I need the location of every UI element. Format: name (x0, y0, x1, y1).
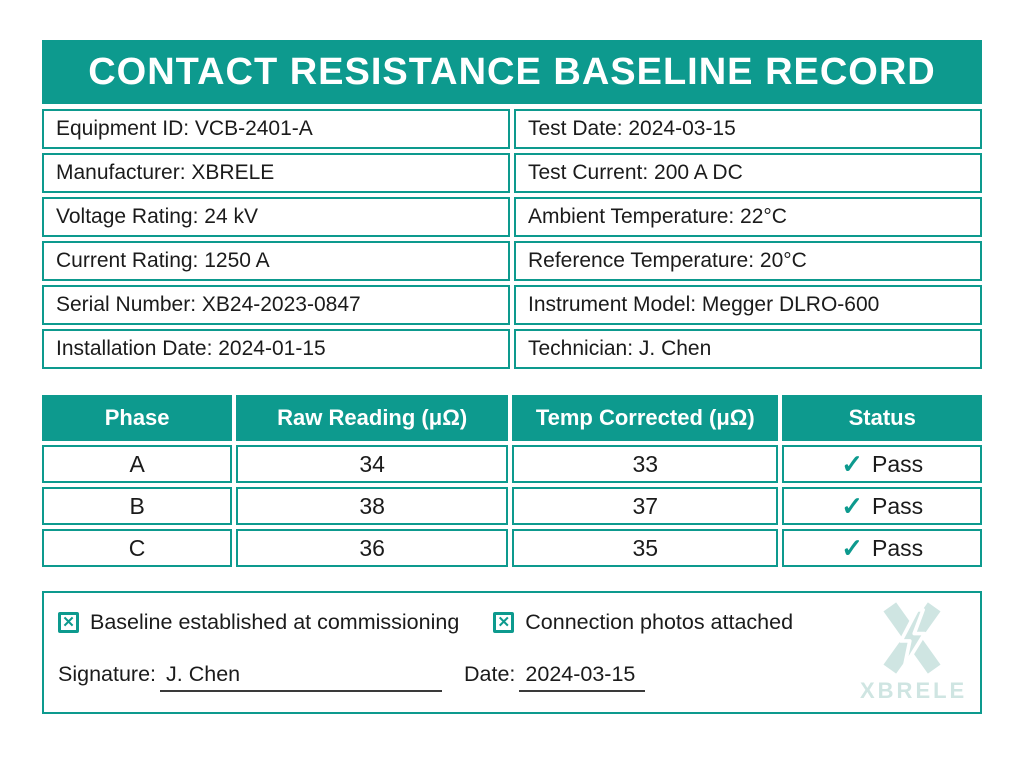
x-lightning-bolt-icon (883, 602, 941, 674)
cell-temp-corrected: 35 (512, 529, 779, 567)
cell-temp-corrected: 37 (512, 487, 779, 525)
info-cell-technician: Technician: J. Chen (514, 329, 982, 369)
column-header-raw-reading: Raw Reading (μΩ) (236, 395, 509, 441)
checkmark-icon: ✓ (841, 532, 864, 563)
info-cell-manufacturer: Manufacturer: XBRELE (42, 153, 510, 193)
table-row: Serial Number: XB24-2023-0847 Instrument… (42, 285, 982, 325)
cell-phase: C (42, 529, 233, 567)
checkmark-icon: ✓ (841, 448, 864, 479)
info-cell-test-date: Test Date: 2024-03-15 (514, 109, 982, 149)
watermark-text: XBRELE (860, 678, 968, 703)
signoff-section: ✕ Baseline established at commissioning … (42, 591, 982, 714)
checkbox-item-photos: ✕ Connection photos attached (493, 610, 793, 635)
info-cell-equipment-id: Equipment ID: VCB-2401-A (42, 109, 510, 149)
info-cell-ambient-temperature: Ambient Temperature: 22°C (514, 197, 982, 237)
cell-status: ✓ Pass (782, 529, 982, 567)
cell-phase: A (42, 445, 233, 483)
info-cell-serial-number: Serial Number: XB24-2023-0847 (42, 285, 510, 325)
record-sheet: CONTACT RESISTANCE BASELINE RECORD Equip… (42, 40, 982, 714)
info-cell-reference-temperature: Reference Temperature: 20°C (514, 241, 982, 281)
table-row-phase-b: B 38 37 ✓ Pass (42, 487, 982, 525)
info-cell-test-current: Test Current: 200 A DC (514, 153, 982, 193)
checked-checkbox-icon[interactable]: ✕ (493, 612, 515, 633)
signature-field[interactable]: J. Chen (160, 662, 443, 692)
cell-status: ✓ Pass (782, 487, 982, 525)
equipment-info-table: Equipment ID: VCB-2401-A Test Date: 2024… (38, 105, 986, 373)
checkbox-label: Baseline established at commissioning (90, 610, 460, 634)
table-row: Equipment ID: VCB-2401-A Test Date: 2024… (42, 109, 982, 149)
table-header-row: Phase Raw Reading (μΩ) Temp Corrected (μ… (42, 395, 982, 441)
status-badge: Pass (872, 450, 924, 477)
cell-temp-corrected: 33 (512, 445, 779, 483)
info-cell-current-rating: Current Rating: 1250 A (42, 241, 510, 281)
table-row: Voltage Rating: 24 kV Ambient Temperatur… (42, 197, 982, 237)
info-cell-installation-date: Installation Date: 2024-01-15 (42, 329, 510, 369)
date-label: Date: (464, 662, 516, 686)
column-header-temp-corrected: Temp Corrected (μΩ) (512, 395, 779, 441)
signature-row: Signature: J. Chen Date: 2024-03-15 (58, 662, 964, 692)
status-badge: Pass (872, 492, 924, 519)
xbrele-logo: XBRELE (860, 601, 964, 704)
checked-checkbox-icon[interactable]: ✕ (58, 612, 79, 633)
checkbox-label: Connection photos attached (525, 610, 794, 634)
cell-raw-reading: 36 (236, 529, 509, 567)
table-row: Installation Date: 2024-01-15 Technician… (42, 329, 982, 369)
checkmark-icon: ✓ (841, 490, 864, 521)
table-row-phase-c: C 36 35 ✓ Pass (42, 529, 982, 567)
cell-raw-reading: 38 (236, 487, 509, 525)
cell-phase: B (42, 487, 233, 525)
info-cell-voltage-rating: Voltage Rating: 24 kV (42, 197, 510, 237)
column-header-phase: Phase (42, 395, 233, 441)
table-row-phase-a: A 34 33 ✓ Pass (42, 445, 982, 483)
checkbox-row: ✕ Baseline established at commissioning … (58, 610, 964, 635)
page-title: CONTACT RESISTANCE BASELINE RECORD (42, 40, 982, 104)
table-row: Current Rating: 1250 A Reference Tempera… (42, 241, 982, 281)
cell-status: ✓ Pass (782, 445, 982, 483)
table-row: Manufacturer: XBRELE Test Current: 200 A… (42, 153, 982, 193)
signature-label: Signature: (58, 662, 157, 686)
info-cell-instrument-model: Instrument Model: Megger DLRO-600 (514, 285, 982, 325)
date-field[interactable]: 2024-03-15 (519, 662, 646, 692)
cell-raw-reading: 34 (236, 445, 509, 483)
status-badge: Pass (872, 534, 924, 561)
column-header-status: Status (782, 395, 982, 441)
checkbox-item-baseline: ✕ Baseline established at commissioning (58, 610, 459, 635)
measurement-table: Phase Raw Reading (μΩ) Temp Corrected (μ… (38, 391, 986, 571)
